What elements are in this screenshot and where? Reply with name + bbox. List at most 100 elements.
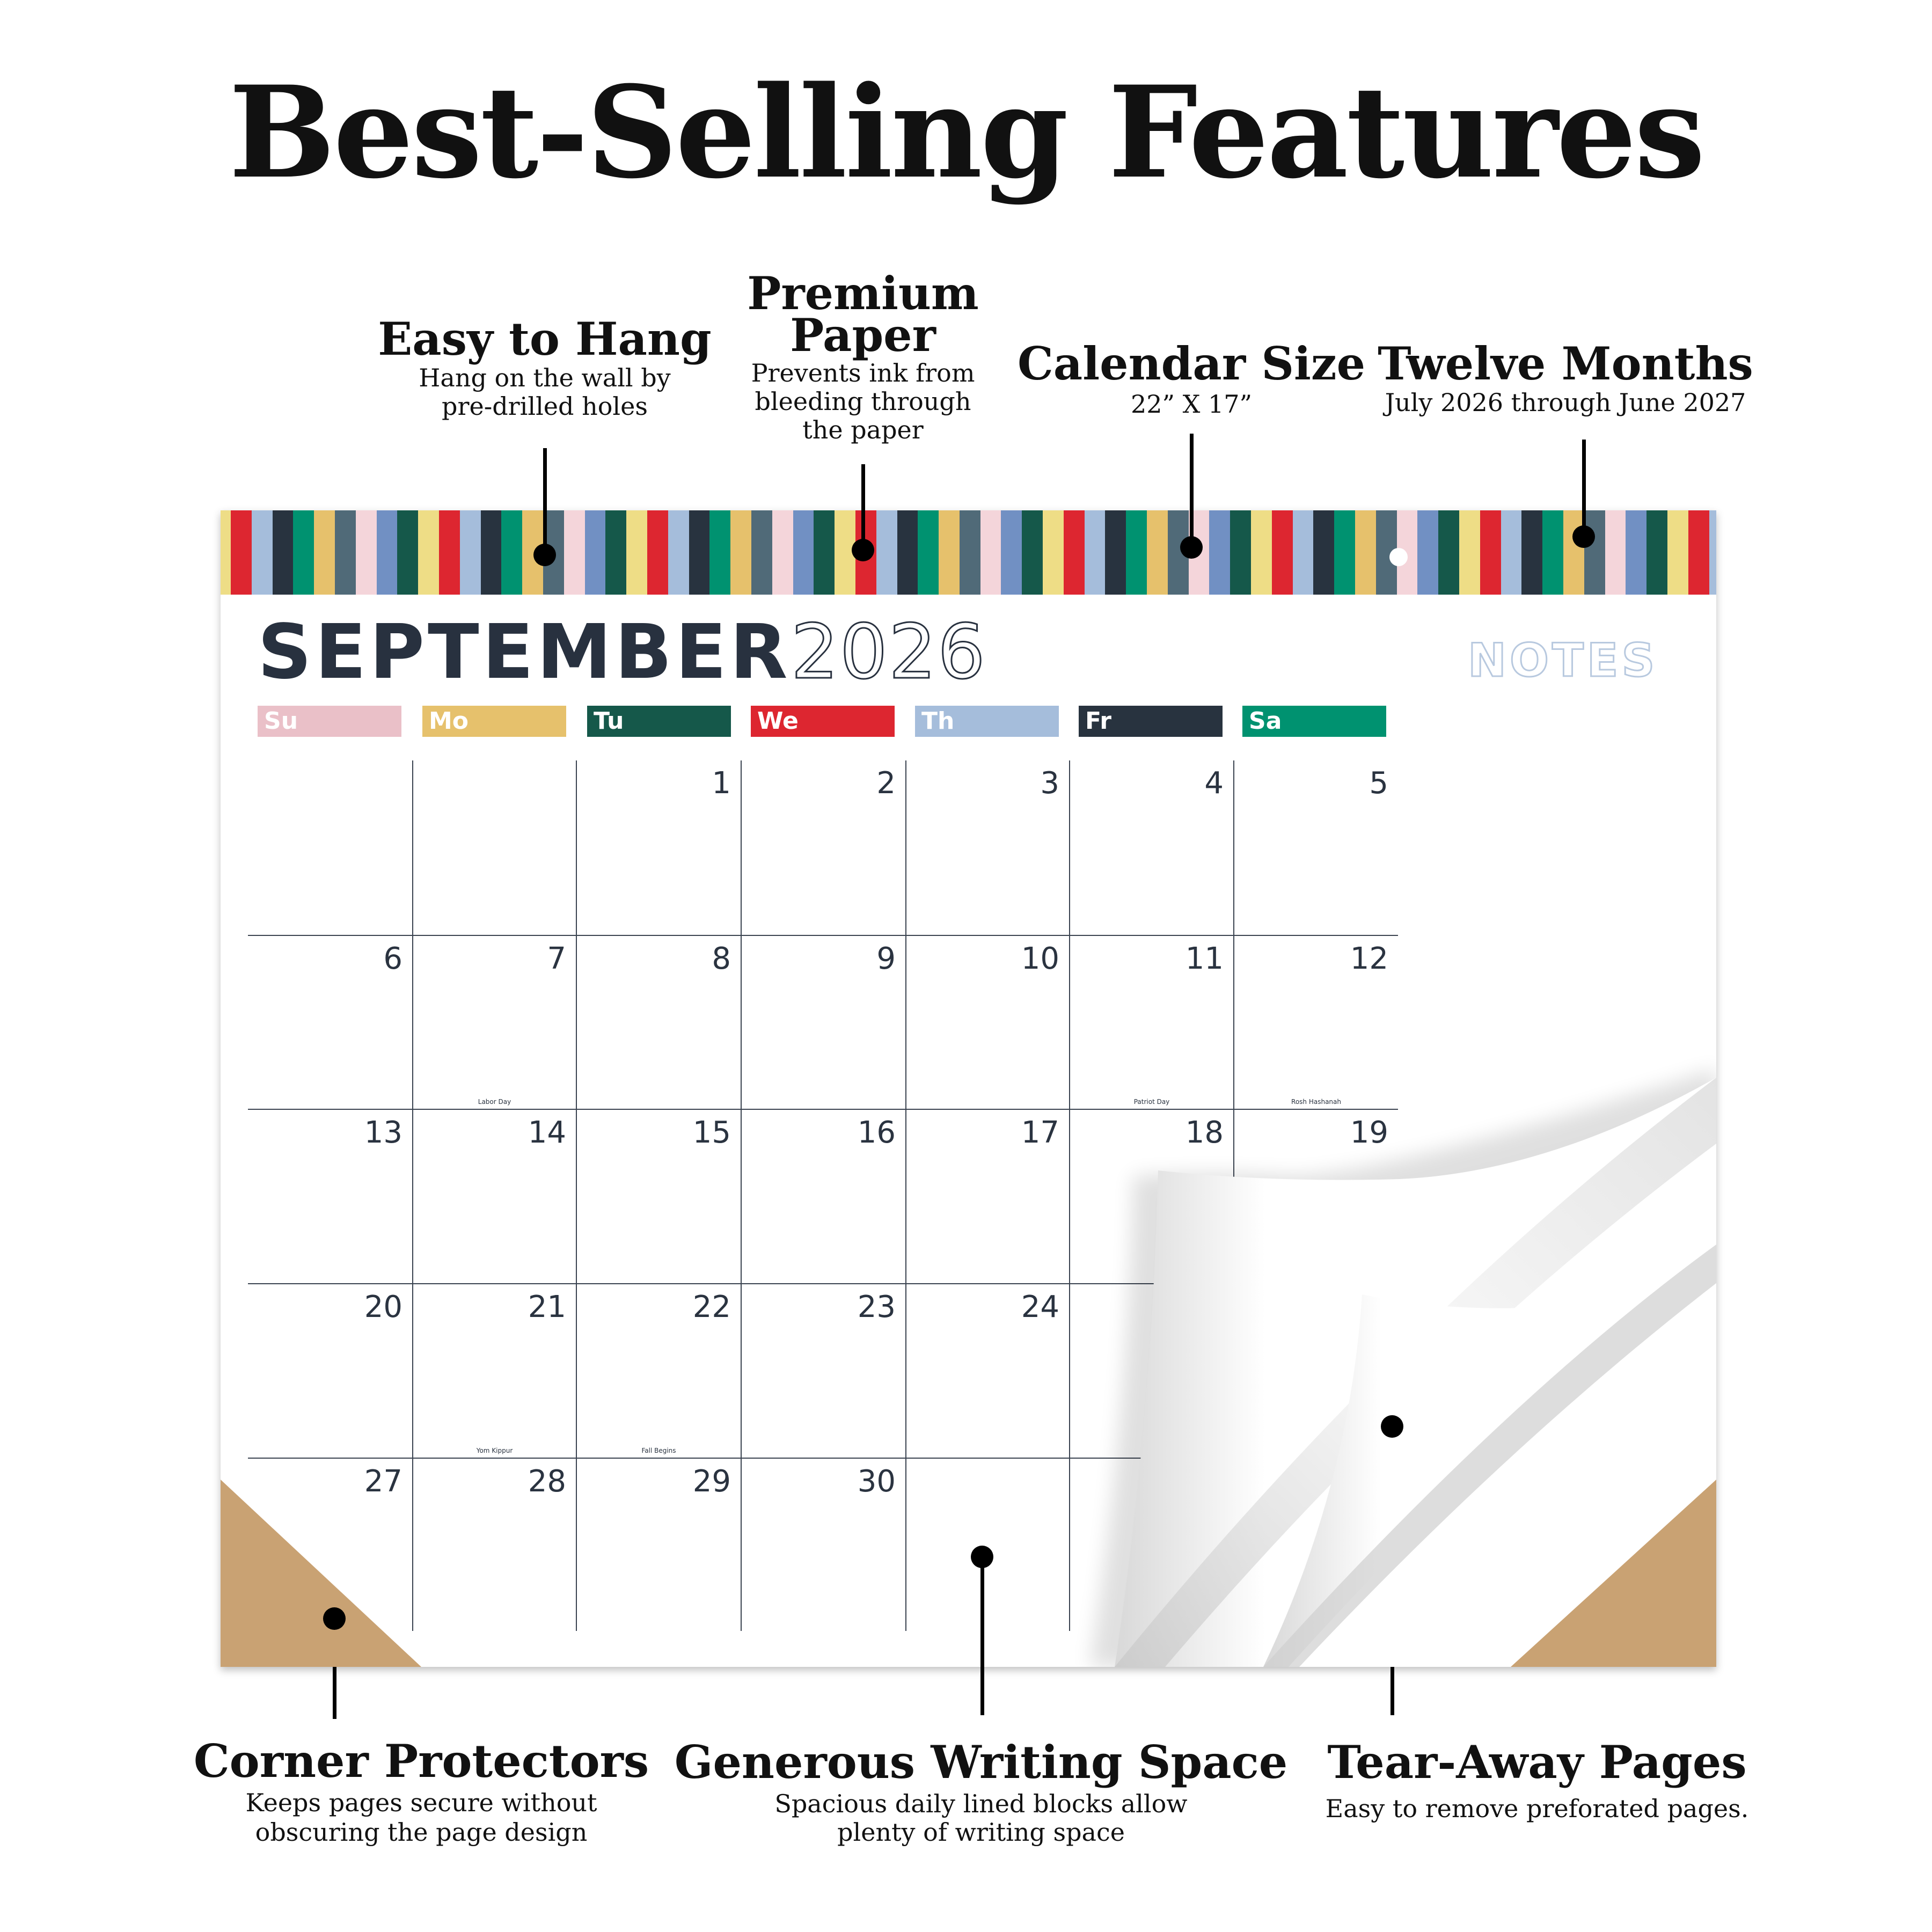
- holiday-label: Fall Begins: [641, 1447, 676, 1454]
- day-cell[interactable]: [905, 1458, 1069, 1631]
- corner-protector-right: [1511, 1480, 1716, 1667]
- day-cell[interactable]: 28: [412, 1458, 576, 1631]
- day-cell[interactable]: 24: [905, 1283, 1069, 1458]
- easy-to-hang-dot: [533, 544, 556, 566]
- day-cell[interactable]: 9: [741, 935, 905, 1109]
- premium-paper-desc-2: bleeding through: [755, 387, 971, 416]
- day-cell[interactable]: 22 Fall Begins: [576, 1283, 741, 1458]
- stripe: [751, 510, 772, 595]
- mini-calendar-day: 18: [1423, 1571, 1436, 1583]
- mini-calendar-day: 28: [1438, 1518, 1450, 1529]
- calendar-size-dot: [1180, 536, 1203, 559]
- stripe: [1063, 510, 1085, 595]
- day-cell[interactable]: 7 Labor Day: [412, 935, 576, 1109]
- day-number: 12: [1350, 941, 1388, 976]
- stripe: [939, 510, 960, 595]
- mini-calendar-day: 20: [1452, 1571, 1464, 1583]
- stripe: [272, 510, 294, 595]
- stripe: [1584, 510, 1605, 595]
- stripe: [1709, 510, 1716, 595]
- stripe: [397, 510, 419, 595]
- day-cell[interactable]: 23: [741, 1283, 905, 1458]
- day-cell[interactable]: 1: [576, 760, 741, 935]
- day-cell[interactable]: 10: [905, 935, 1069, 1109]
- day-cell[interactable]: [1233, 1283, 1398, 1458]
- day-cell[interactable]: 5: [1233, 760, 1398, 935]
- mini-calendar-day: 6: [1455, 1535, 1461, 1547]
- day-cell[interactable]: 17: [905, 1109, 1069, 1283]
- stripe: [1501, 510, 1522, 595]
- day-cell[interactable]: 14: [412, 1109, 576, 1283]
- twelve-months-pointer: [1582, 440, 1586, 537]
- day-cell[interactable]: 29: [576, 1458, 741, 1631]
- mini-calendar-day: 29: [1452, 1518, 1464, 1529]
- day-cell[interactable]: 6: [248, 935, 412, 1109]
- day-number: 7: [547, 941, 566, 976]
- day-number: 11: [1185, 941, 1224, 976]
- day-cell[interactable]: [1233, 1458, 1398, 1631]
- mini-calendar-day: 21: [1466, 1571, 1479, 1583]
- calendar-size-pointer: [1190, 434, 1194, 547]
- calendar-size-title: Calendar Size: [1017, 337, 1366, 390]
- stripe: [459, 510, 481, 595]
- day-number: 8: [712, 941, 731, 976]
- writing-space-desc-2: plenty of writing space: [837, 1818, 1125, 1847]
- corner-protectors-desc-2: obscuring the page design: [255, 1818, 588, 1847]
- stripe: [1542, 510, 1563, 595]
- hanging-hole: [1389, 548, 1408, 566]
- day-cell[interactable]: 18: [1069, 1109, 1233, 1283]
- day-cell[interactable]: [248, 760, 412, 935]
- day-cell[interactable]: 30: [741, 1458, 905, 1631]
- day-cell[interactable]: [1069, 1458, 1233, 1631]
- stripe: [221, 510, 231, 595]
- weekday-header-tu: Tu: [587, 706, 731, 737]
- day-cell[interactable]: 2: [741, 760, 905, 935]
- mini-calendar-day: 25: [1423, 1590, 1436, 1601]
- day-number: 5: [1369, 766, 1388, 801]
- day-cell[interactable]: 20: [248, 1283, 412, 1458]
- mini-calendar-weekday: T: [1483, 1499, 1490, 1511]
- day-cell[interactable]: 16: [741, 1109, 905, 1283]
- stripe: [1605, 510, 1626, 595]
- day-cell[interactable]: 15: [576, 1109, 741, 1283]
- stripe: [1438, 510, 1460, 595]
- day-cell[interactable]: 12 Rosh Hashanah: [1233, 935, 1398, 1109]
- day-cell[interactable]: 4: [1069, 760, 1233, 935]
- day-cell[interactable]: 11 Patriot Day: [1069, 935, 1233, 1109]
- day-cell[interactable]: 19: [1233, 1109, 1398, 1283]
- mini-calendar-day: 23: [1495, 1571, 1507, 1583]
- mini-calendar-day: 22: [1481, 1571, 1492, 1583]
- day-cell[interactable]: 21 Yom Kippur: [412, 1283, 576, 1458]
- mini-calendar-day: 28: [1466, 1590, 1479, 1601]
- mini-calendar-day: 30: [1495, 1590, 1507, 1601]
- corner-protectors-pointer: [333, 1619, 336, 1719]
- weekday-header-sa: Sa: [1242, 706, 1386, 737]
- writing-space-pointer: [980, 1557, 984, 1715]
- mini-calendar-day: 1: [1483, 1518, 1490, 1529]
- stripe: [709, 510, 731, 595]
- stripe: [251, 510, 273, 595]
- day-cell[interactable]: 27: [248, 1458, 412, 1631]
- mini-calendar-day: 27: [1423, 1518, 1436, 1529]
- tear-away-pointer: [1391, 1426, 1394, 1715]
- stripe: [1043, 510, 1064, 595]
- day-number: 1: [712, 766, 731, 801]
- day-number: 9: [876, 941, 896, 976]
- day-cell[interactable]: [412, 760, 576, 935]
- mini-calendar-day: 9: [1498, 1535, 1504, 1547]
- day-number: 21: [528, 1290, 566, 1324]
- notes-label: NOTES: [1467, 633, 1658, 689]
- day-number: 3: [1040, 766, 1059, 801]
- stripe: [355, 510, 377, 595]
- stripe: [814, 510, 835, 595]
- stripe: [1105, 510, 1126, 595]
- twelve-months-desc: July 2026 through June 2027: [1385, 388, 1746, 417]
- day-cell[interactable]: [1069, 1283, 1233, 1458]
- day-cell[interactable]: 3: [905, 760, 1069, 935]
- weekday-header-we: We: [751, 706, 895, 737]
- day-cell[interactable]: 13: [248, 1109, 412, 1283]
- day-cell[interactable]: 8: [576, 935, 741, 1109]
- stripe: [1563, 510, 1584, 595]
- mini-calendar-day: 29: [1481, 1590, 1492, 1601]
